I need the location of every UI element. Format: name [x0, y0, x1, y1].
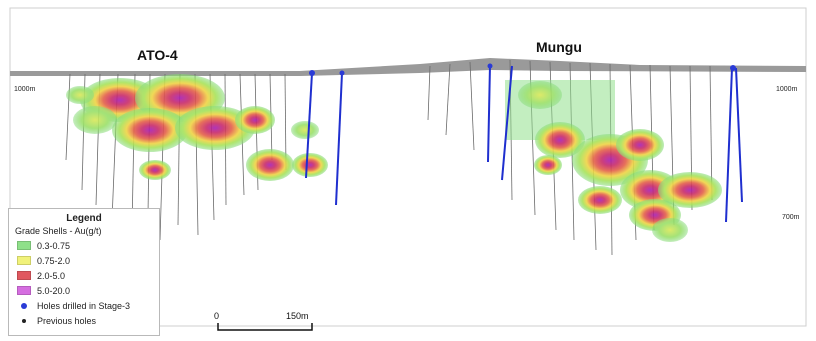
legend-title: Legend [66, 213, 102, 224]
legend-swatch [17, 256, 31, 265]
legend-previous-holes: Previous holes [17, 313, 159, 328]
scale-start: 0 [214, 311, 219, 321]
elevation-right-1000m: 1000m [776, 86, 798, 93]
legend-grade-label: 2.0-5.0 [37, 270, 66, 281]
elevation-left-1000m: 1000m [14, 86, 36, 93]
legend-swatch [17, 241, 31, 250]
legend-stage3-holes: Holes drilled in Stage-3 [17, 298, 159, 313]
legend-grade-4: 5.0-20.0 [17, 283, 159, 298]
blue-dot-icon [21, 302, 27, 309]
elevation-right-700m: 700m [782, 214, 800, 221]
deposit-label-ato4: ATO-4 [137, 47, 178, 63]
ato4-grade-shells [66, 74, 328, 181]
legend-grade-label: 0.75-2.0 [37, 255, 71, 266]
legend-hole-label: Holes drilled in Stage-3 [37, 300, 131, 311]
black-dot-icon [22, 318, 26, 323]
section-border [9, 7, 807, 327]
legend-subtitle: Grade Shells - Au(g/t) [15, 226, 102, 236]
legend-grade-label: 0.3-0.75 [37, 240, 71, 251]
legend: Legend Grade Shells - Au(g/t) 0.3-0.75 0… [8, 208, 160, 336]
legend-grade-2: 0.75-2.0 [17, 253, 159, 268]
stage3-holes [305, 64, 743, 223]
legend-hole-label: Previous holes [37, 315, 97, 326]
legend-grade-3: 2.0-5.0 [17, 268, 159, 283]
stage3-collars [309, 63, 736, 76]
legend-grade-label: 5.0-20.0 [37, 285, 71, 296]
mungu-grade-shells [505, 80, 722, 242]
scale-end: 150m [286, 311, 309, 321]
legend-grade-1: 0.3-0.75 [17, 238, 159, 253]
legend-swatch [17, 286, 31, 295]
legend-swatch [17, 271, 31, 280]
scale-bar [217, 323, 313, 331]
ground-surface [10, 58, 806, 76]
deposit-label-mungu: Mungu [536, 39, 582, 55]
